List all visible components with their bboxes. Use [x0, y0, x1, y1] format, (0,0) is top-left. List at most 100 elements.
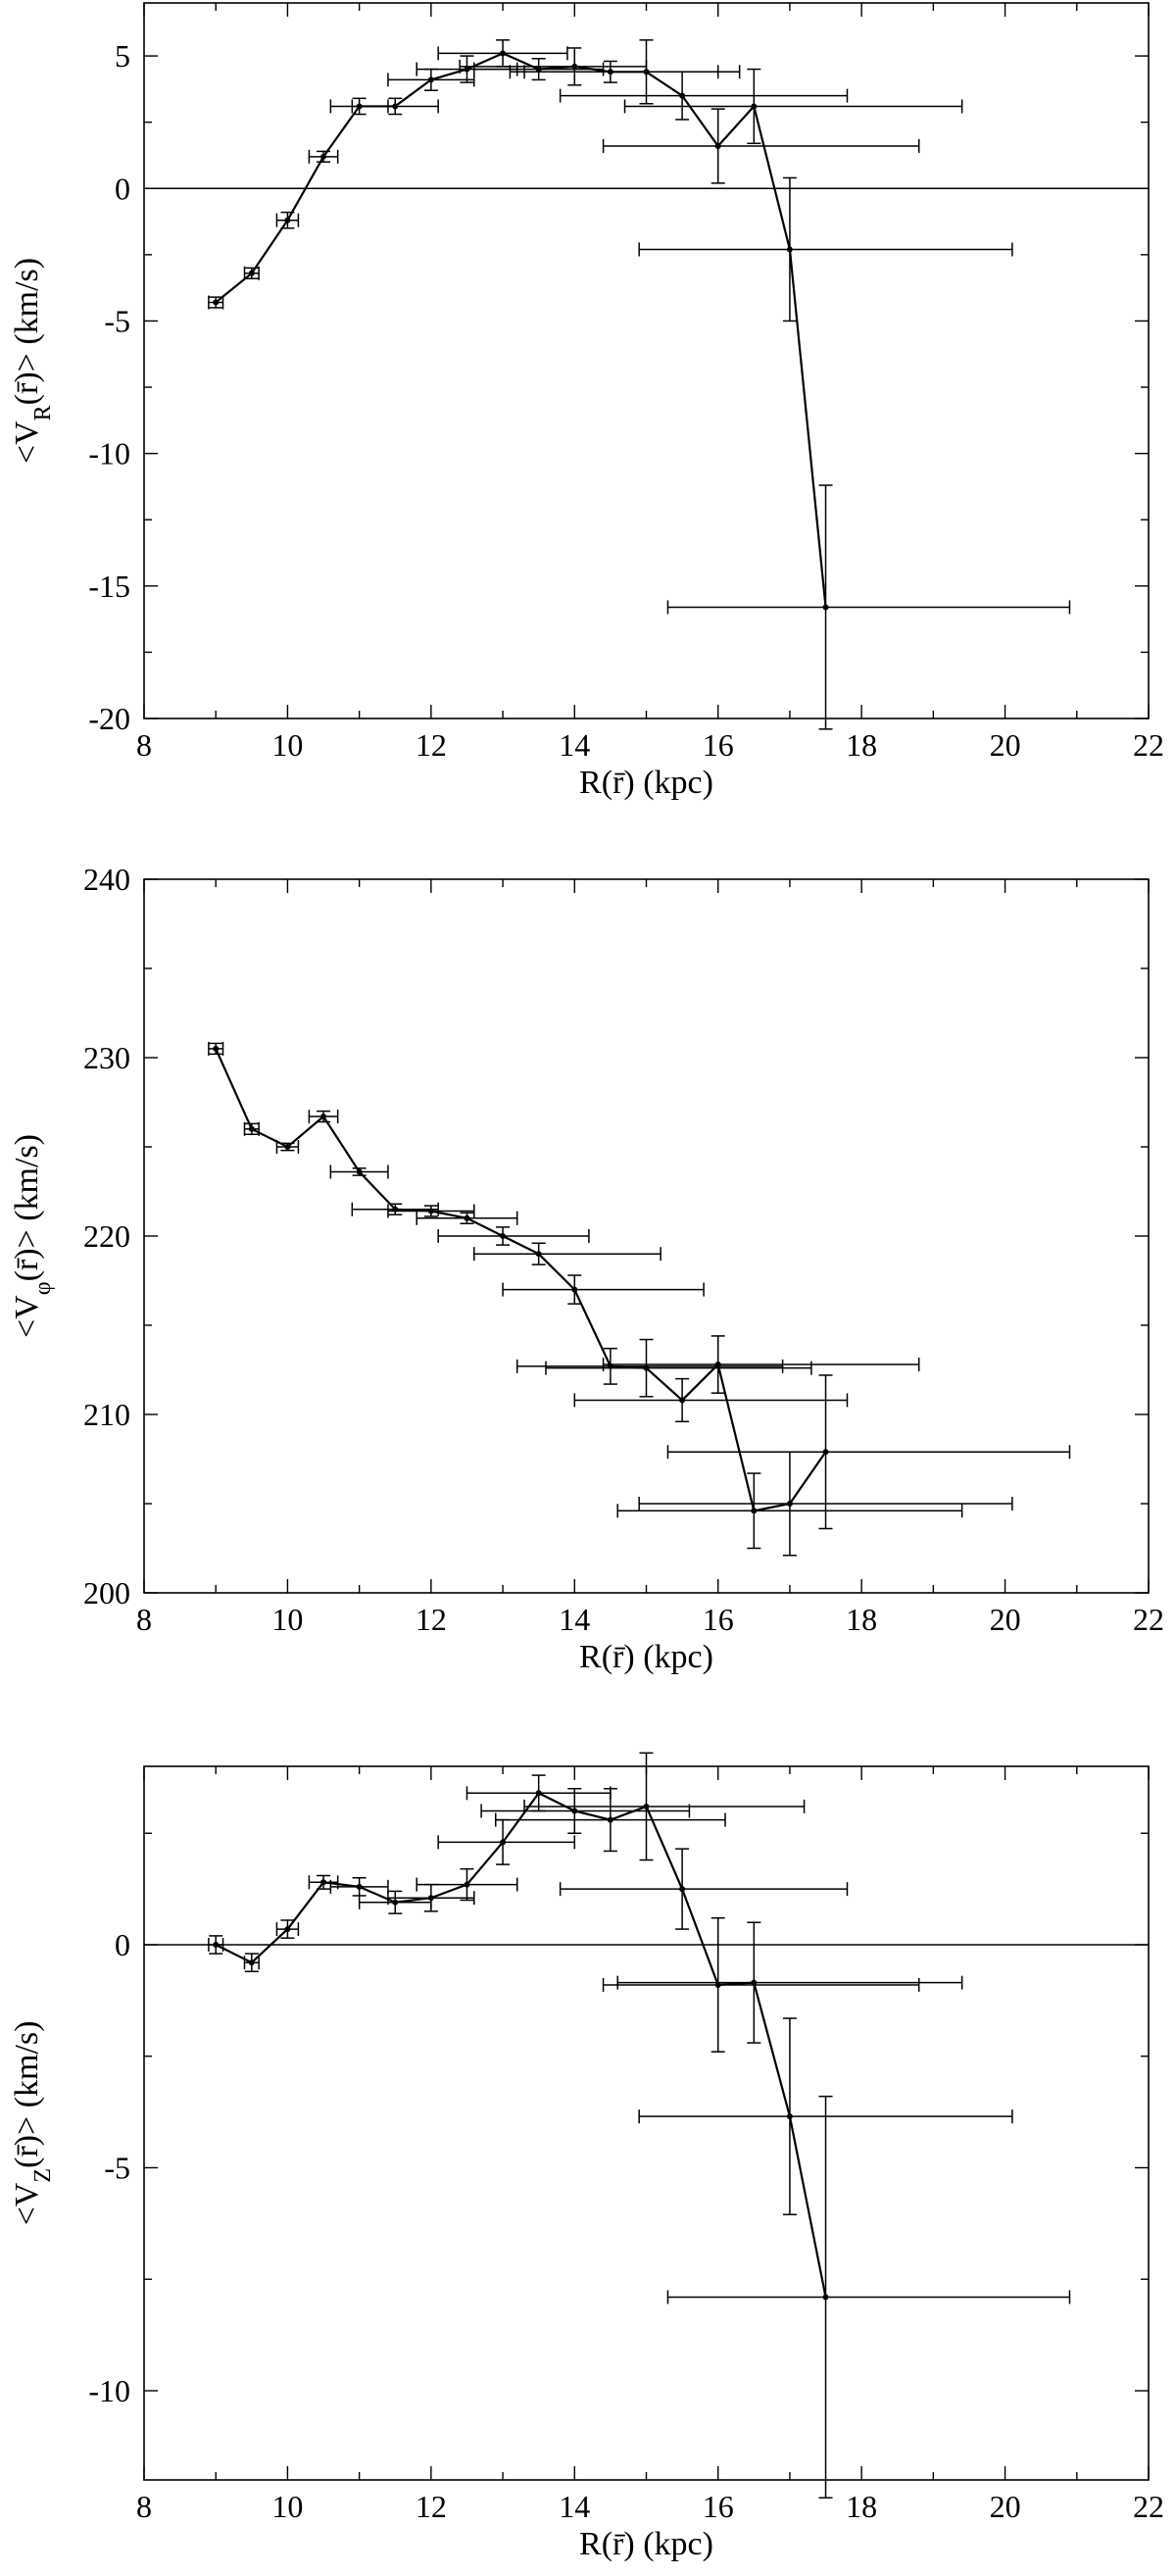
- x-axis-label: R(r̄) (kpc): [579, 765, 713, 801]
- data-point: [392, 1899, 399, 1906]
- x-tick-label: 12: [416, 2489, 447, 2524]
- data-point: [356, 1168, 363, 1175]
- data-point: [320, 1114, 327, 1120]
- series-line: [215, 1048, 827, 1512]
- x-tick-label: 14: [559, 2489, 590, 2524]
- data-point: [213, 1942, 220, 1948]
- data-point: [571, 63, 578, 70]
- y-tick-label: 230: [83, 1040, 130, 1075]
- data-point: [392, 103, 399, 110]
- y-tick-label: 200: [83, 1575, 130, 1610]
- data-point: [679, 1397, 686, 1404]
- x-tick-label: 8: [136, 1602, 152, 1637]
- x-tick-label: 18: [846, 2489, 877, 2524]
- data-point: [427, 76, 434, 83]
- x-tick-label: 18: [846, 727, 877, 763]
- data-point: [464, 1214, 470, 1221]
- data-point: [356, 1883, 363, 1890]
- data-point: [679, 1886, 686, 1893]
- x-tick-label: 22: [1133, 727, 1164, 763]
- data-point: [714, 1981, 721, 1988]
- x-tick-label: 8: [136, 2489, 152, 2524]
- data-point: [786, 1501, 793, 1507]
- plot-frame: [143, 1765, 1150, 2481]
- data-point: [284, 1144, 291, 1150]
- data-point: [751, 103, 758, 110]
- data-point: [500, 1233, 507, 1239]
- plot-frame: [143, 878, 1150, 1594]
- data-point: [643, 1364, 650, 1371]
- y-tick-label: 0: [115, 1927, 130, 1962]
- data-point: [822, 1449, 829, 1456]
- x-tick-label: 16: [703, 727, 734, 763]
- x-tick-label: 12: [416, 1602, 447, 1637]
- data-point: [248, 270, 255, 276]
- x-tick-label: 10: [271, 727, 303, 763]
- panel-vphi: 8 10 12 14 16 18 20 22 200 210 220 230 240 R(r̄) (kpc…: [9, 862, 1164, 1675]
- data-point: [643, 69, 650, 75]
- data-point: [427, 1895, 434, 1902]
- data-point: [822, 604, 829, 611]
- data-point: [535, 1251, 542, 1258]
- x-tick-label: 12: [416, 727, 447, 763]
- x-tick-label: 14: [559, 1602, 590, 1637]
- y-tick-label: 240: [83, 862, 130, 897]
- plot-frame: [143, 2, 1150, 719]
- series-line: [215, 1791, 827, 2298]
- y-tick-label: 5: [115, 38, 130, 74]
- data-point: [320, 1879, 327, 1886]
- panel-vr: 8 10 12 14 16 18 20 22 -20 -15 -10 -5 0 5 R(r̄) (kpc) <…: [9, 2, 1164, 801]
- data-point: [679, 92, 686, 99]
- x-tick-label: 10: [271, 1602, 303, 1637]
- y-axis-label: <VZ(r̄)> (km/s): [9, 2021, 56, 2226]
- panel-vz: 8 10 12 14 16 18 20 22 -10 -5 0 R(r̄) (kpc) <VZ(r̄)>…: [9, 1752, 1164, 2562]
- x-tick-label: 8: [136, 727, 152, 763]
- y-tick-label: 0: [115, 171, 130, 206]
- x-tick-label: 20: [990, 1602, 1021, 1637]
- data-point: [786, 2113, 793, 2120]
- data-point: [500, 50, 507, 57]
- data-point: [464, 66, 470, 73]
- x-tick-label: 10: [271, 2489, 303, 2524]
- data-point: [607, 1816, 613, 1823]
- x-axis-label: R(r̄) (kpc): [579, 2526, 713, 2562]
- data-point: [284, 1926, 291, 1933]
- y-tick-label: -10: [88, 436, 130, 471]
- y-tick-label: -5: [104, 303, 130, 338]
- data-point: [643, 1803, 650, 1809]
- data-point: [284, 217, 291, 223]
- data-point: [427, 1208, 434, 1214]
- data-point: [248, 1125, 255, 1132]
- x-tick-label: 16: [703, 1602, 734, 1637]
- y-tick-label: -10: [88, 2373, 130, 2408]
- data-point: [535, 1790, 542, 1797]
- x-axis-label: R(r̄) (kpc): [579, 1639, 713, 1675]
- y-tick-label: 220: [83, 1218, 130, 1254]
- data-point: [320, 153, 327, 160]
- data-point: [500, 1839, 507, 1846]
- x-tick-label: 18: [846, 1602, 877, 1637]
- data-point: [822, 2294, 829, 2301]
- data-point: [248, 1959, 255, 1966]
- y-tick-label: -20: [88, 701, 130, 736]
- x-tick-label: 22: [1133, 2489, 1164, 2524]
- x-tick-label: 14: [559, 727, 590, 763]
- data-point: [751, 1979, 758, 1986]
- x-tick-label: 20: [990, 727, 1021, 763]
- data-point: [535, 66, 542, 73]
- data-point: [571, 1286, 578, 1293]
- y-axis-label: <Vφ(r̄)> (km/s): [9, 1134, 56, 1338]
- x-tick-label: 16: [703, 2489, 734, 2524]
- y-tick-label: -5: [104, 2151, 130, 2186]
- data-point: [464, 1881, 470, 1888]
- y-axis-label: <VR(r̄)> (km/s): [9, 258, 56, 464]
- x-tick-label: 20: [990, 2489, 1021, 2524]
- data-point: [714, 1362, 721, 1368]
- x-tick-label: 22: [1133, 1602, 1164, 1637]
- y-tick-label: -15: [88, 569, 130, 604]
- data-point: [213, 299, 220, 306]
- y-tick-label: 210: [83, 1397, 130, 1432]
- data-point: [786, 246, 793, 253]
- series-line: [215, 52, 827, 608]
